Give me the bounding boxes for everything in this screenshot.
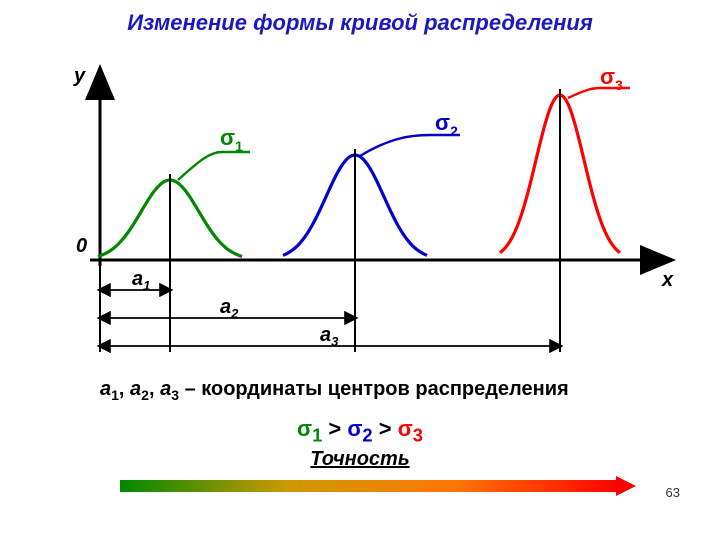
svg-text:a3: a3 [320,324,339,349]
centers-caption: a1, a2, a3 – координаты центров распреде… [100,378,569,403]
accuracy-gradient-bar [120,480,620,492]
distribution-chart: y x 0 σ1 σ2 σ3 a1 a2 a3 [60,60,680,360]
svg-text:a1: a1 [132,268,150,293]
svg-text:σ1: σ1 [220,125,243,154]
sigma-inequality: σ1 > σ2 > σ3 [0,416,720,446]
accuracy-gradient-arrowhead [616,476,636,496]
svg-text:σ2: σ2 [435,110,458,139]
svg-text:y: y [73,65,86,87]
svg-text:a2: a2 [220,296,239,321]
svg-text:0: 0 [76,235,87,257]
page-number: 63 [666,485,680,500]
svg-text:σ3: σ3 [600,64,623,93]
page-title: Изменение формы кривой распределения [0,10,720,36]
svg-text:x: x [661,269,674,291]
accuracy-label: Точность [0,448,720,471]
